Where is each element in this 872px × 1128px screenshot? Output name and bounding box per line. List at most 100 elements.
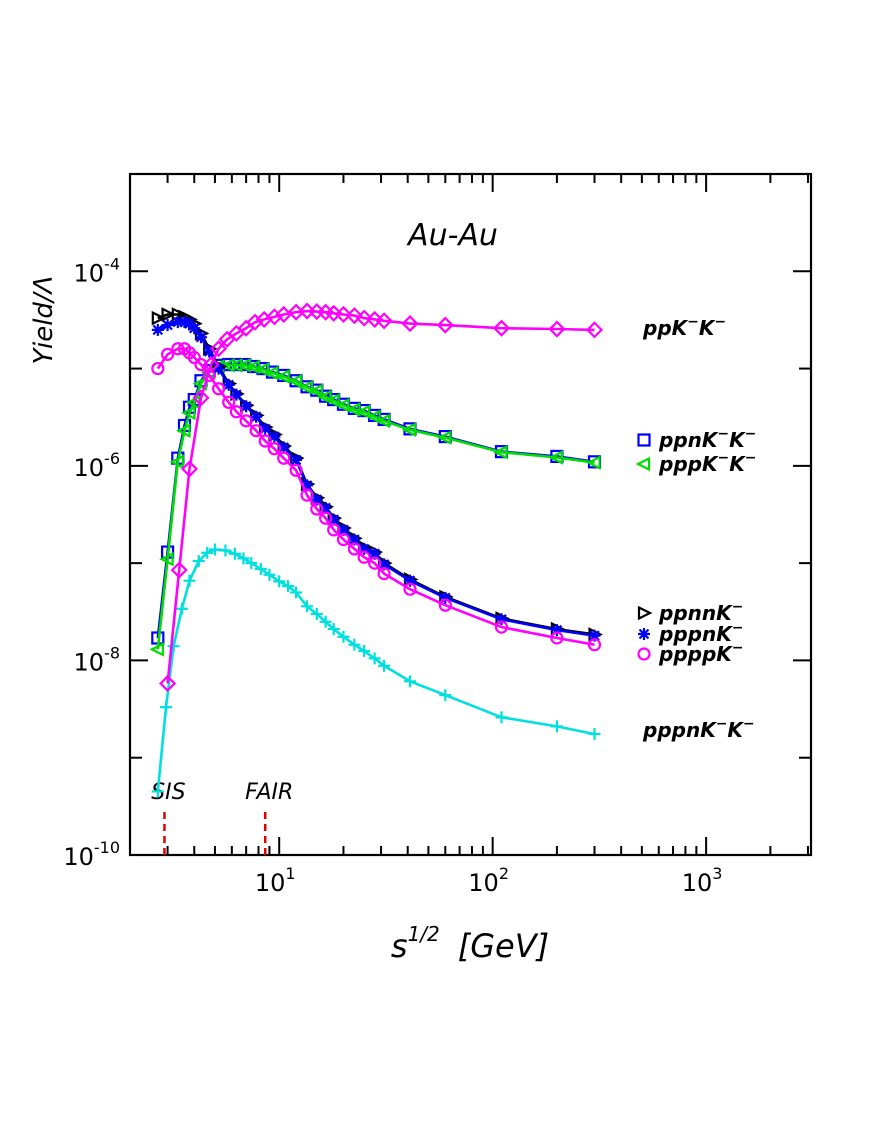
data-point (550, 624, 563, 637)
data-point (588, 629, 601, 642)
data-point (337, 523, 350, 536)
data-point (183, 574, 196, 587)
data-point (263, 568, 276, 581)
data-point (227, 358, 243, 373)
data-point (310, 502, 324, 516)
data-point (201, 546, 214, 559)
data-point (327, 513, 340, 526)
plot-frame (128, 172, 813, 857)
data-point (268, 430, 281, 443)
data-point (325, 304, 343, 322)
data-point (160, 701, 173, 714)
data-point (378, 558, 391, 571)
series-7 (151, 543, 601, 798)
data-point (237, 552, 250, 565)
legend: ppK−K− ppnK−K−pppK−K− ppnnK−pppnK−ppppK− pp… (635, 314, 756, 742)
data-point (254, 563, 267, 576)
data-point (245, 359, 260, 375)
data-point (178, 316, 191, 329)
data-point (585, 321, 604, 339)
data-point (495, 613, 508, 626)
data-point (301, 600, 314, 613)
data-point (334, 397, 350, 413)
data-point (401, 315, 419, 333)
data-point (355, 404, 371, 420)
data-point (495, 711, 508, 724)
vertical-markers: SIS FAIR (151, 780, 293, 855)
data-point (159, 674, 177, 692)
data-point (587, 638, 602, 652)
data-point (366, 409, 381, 424)
data-point (240, 400, 253, 413)
data-point (245, 557, 258, 570)
data-point (220, 358, 235, 373)
data-point (194, 331, 207, 344)
data-point (194, 357, 208, 372)
data-point (635, 456, 651, 472)
data-point (273, 575, 286, 588)
data-point (151, 310, 167, 326)
series-line (156, 548, 595, 792)
data-point (298, 380, 314, 395)
data-point (187, 350, 201, 365)
y-tick-label: 10-10 (63, 838, 120, 871)
data-point (375, 413, 391, 429)
chart-title: Au-Au (406, 218, 498, 253)
data-point (403, 582, 417, 596)
data-point (439, 689, 452, 702)
data-point (492, 319, 511, 337)
data-point (404, 675, 417, 688)
data-point (436, 316, 454, 334)
data-point (550, 631, 564, 645)
data-point (171, 342, 185, 356)
data-point (160, 347, 175, 361)
marker-label-fair: FAIR (245, 780, 293, 805)
legend-label: pppnK−K− (642, 716, 755, 742)
x-tick-label: 103 (682, 864, 723, 897)
legend-label: pppnK− (658, 620, 743, 646)
data-point (202, 355, 220, 374)
data-point (586, 455, 601, 470)
data-point (358, 645, 371, 658)
data-point (548, 450, 564, 465)
data-point (211, 382, 226, 396)
data-point (290, 586, 303, 599)
data-point (192, 555, 205, 568)
data-point (212, 362, 225, 375)
series-5 (151, 316, 601, 642)
data-point (210, 340, 228, 358)
data-point (357, 550, 371, 564)
data-point (230, 388, 243, 401)
data-point (548, 320, 566, 338)
series-6 (151, 342, 602, 652)
data-point (239, 414, 253, 428)
data-point (337, 630, 350, 643)
data-point (404, 574, 417, 587)
data-point (308, 383, 323, 399)
data-point (550, 720, 563, 733)
data-point (277, 451, 291, 465)
data-point (149, 642, 164, 657)
data-point (377, 567, 391, 581)
data-point (327, 623, 340, 636)
x-tick-label: 101 (255, 864, 296, 897)
data-point (301, 479, 314, 492)
data-point (336, 532, 351, 547)
legend-entry: ppppK− (637, 640, 744, 666)
series-3 (149, 358, 601, 657)
data-point (267, 442, 282, 456)
data-point (345, 402, 361, 417)
data-point (319, 511, 333, 525)
data-point (228, 547, 241, 560)
x-axis-label-exp: 1/2 (408, 922, 440, 946)
data-point (638, 628, 650, 640)
data-point (183, 317, 196, 330)
data-point (208, 543, 221, 556)
y-tick-label: 10-4 (74, 254, 121, 287)
data-point (327, 523, 341, 537)
data-point (287, 374, 303, 389)
data-point (264, 365, 279, 381)
data-point (319, 615, 332, 628)
data-point (169, 454, 184, 470)
data-point (637, 605, 653, 621)
